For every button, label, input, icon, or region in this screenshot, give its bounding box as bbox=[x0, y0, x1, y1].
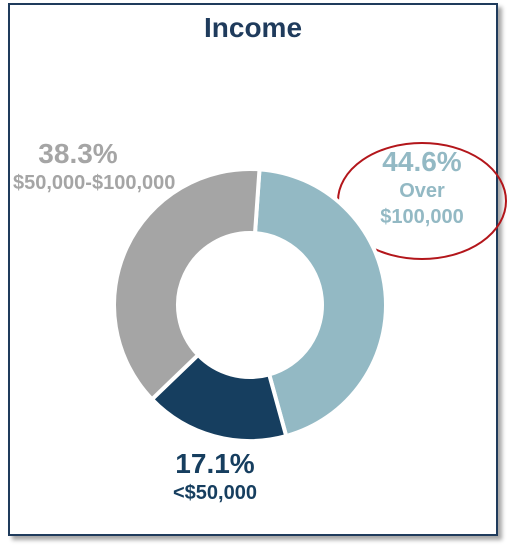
category-label: <$50,000 bbox=[173, 482, 257, 504]
chart-title: Income bbox=[203, 12, 303, 43]
donut-slice bbox=[112, 167, 262, 403]
value-label: 38.3% bbox=[38, 138, 118, 169]
value-label: 44.6% bbox=[382, 146, 462, 177]
category-label: $50,000-$100,000 bbox=[13, 172, 176, 194]
category-label: Over $100,000 bbox=[380, 180, 464, 228]
chart-frame bbox=[8, 3, 498, 536]
donut-slice bbox=[252, 167, 388, 439]
value-label: 17.1% bbox=[175, 448, 255, 479]
slice-label: 17.1% <$50,000 bbox=[145, 448, 285, 506]
donut-slice bbox=[149, 352, 289, 443]
slice-label: 38.3% $50,000-$100,000 bbox=[13, 138, 176, 196]
slice-label: 44.6% Over $100,000 bbox=[357, 146, 487, 230]
